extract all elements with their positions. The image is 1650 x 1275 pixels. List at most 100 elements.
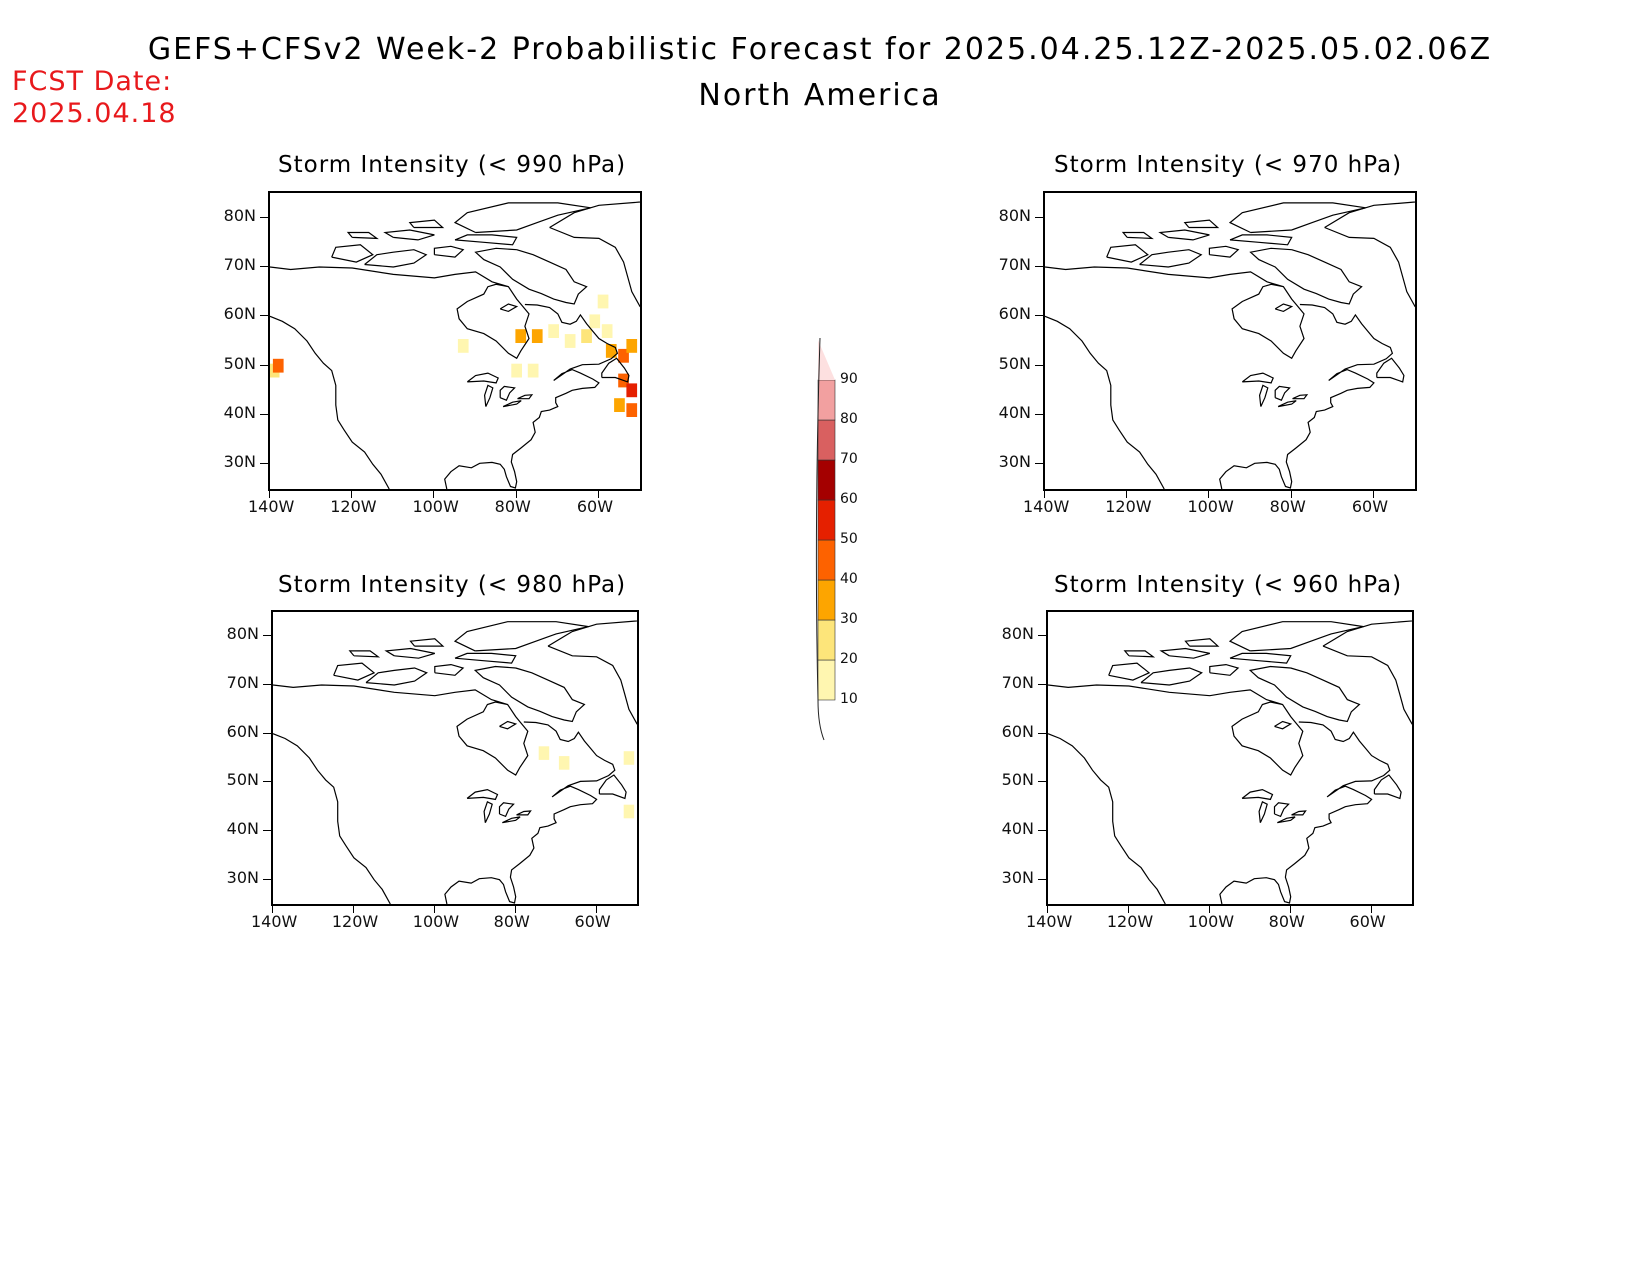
lon-tick-mark <box>595 906 597 913</box>
probability-cell <box>626 403 638 417</box>
lat-tick-label: 80N <box>998 205 1031 225</box>
coastline <box>1208 245 1240 258</box>
colorbar-label: 60 <box>840 491 858 507</box>
coastline <box>1219 303 1394 489</box>
colorbar-segment <box>817 459 836 501</box>
lon-tick-label: 120W <box>330 497 377 516</box>
coastline <box>1139 249 1203 268</box>
coastline <box>1277 816 1296 824</box>
lon-tick-mark <box>1127 906 1129 913</box>
probability-cell <box>527 363 539 378</box>
coastline <box>409 638 445 647</box>
coastline <box>1140 667 1203 686</box>
lon-tick-label: 80W <box>493 912 530 931</box>
coastline <box>549 201 640 308</box>
coastline <box>453 202 591 234</box>
coastline <box>331 244 374 263</box>
colorbar-segment <box>817 659 836 701</box>
lat-tick-label: 60N <box>998 304 1031 324</box>
colorbar-segment <box>817 379 836 421</box>
coastline <box>1258 800 1268 823</box>
coastline <box>454 234 518 246</box>
colorbar-segment <box>817 499 836 541</box>
probability-cell <box>272 358 284 373</box>
probability-cell <box>626 383 638 398</box>
coastline <box>1274 303 1294 313</box>
coastline <box>1241 788 1274 801</box>
lon-tick-label: 60W <box>574 912 611 931</box>
probability-cell <box>515 329 527 343</box>
coastline <box>502 400 522 408</box>
lat-tick-mark <box>263 878 271 880</box>
map-frame <box>1043 191 1417 491</box>
lon-tick-mark <box>272 906 273 913</box>
probability-cell <box>457 339 469 353</box>
lon-tick-label: 140W <box>251 912 298 931</box>
coastline <box>1158 229 1210 241</box>
map-frame <box>268 191 642 491</box>
map-frame <box>271 610 639 906</box>
lat-tick-mark <box>1035 414 1043 415</box>
probability-cell <box>564 334 576 348</box>
coastline <box>270 315 390 489</box>
lat-tick-mark <box>263 635 271 637</box>
probability-cell <box>597 294 609 309</box>
coastline <box>453 621 589 652</box>
lat-tick-mark <box>1035 463 1043 465</box>
coastline <box>1241 372 1274 384</box>
colorbar-graphic <box>815 337 836 741</box>
lat-tick-label: 60N <box>226 721 259 741</box>
coastline <box>517 394 534 400</box>
map-graphic <box>1045 201 1415 489</box>
lat-tick-label: 50N <box>226 770 259 790</box>
lat-tick-mark <box>260 266 268 267</box>
coastline <box>365 667 428 686</box>
colorbar-label: 70 <box>840 451 858 467</box>
colorbar-label: 10 <box>840 691 858 707</box>
coastline <box>1258 384 1269 407</box>
lon-tick-label: 120W <box>331 912 379 931</box>
lat-tick-mark <box>260 315 268 317</box>
lat-tick-label: 50N <box>223 353 256 373</box>
lon-tick-mark <box>597 491 599 498</box>
map-graphic <box>273 620 637 904</box>
coastline <box>273 684 529 776</box>
coastline <box>444 721 616 904</box>
lon-tick-mark <box>515 491 517 498</box>
colorbar-segment <box>817 419 836 461</box>
map-graphic <box>1048 620 1412 904</box>
lon-tick-label: 100W <box>412 912 460 931</box>
lon-tick-label: 100W <box>1187 912 1235 931</box>
probability-cell <box>531 329 543 343</box>
probability-cell <box>589 314 601 329</box>
coastline <box>1291 810 1307 816</box>
coastline <box>516 810 532 816</box>
colorbar-label: 50 <box>840 531 858 547</box>
lat-tick-mark <box>1035 364 1043 366</box>
probability-cell <box>618 348 629 363</box>
colorbar-label: 20 <box>840 651 858 667</box>
lon-tick-label: 100W <box>412 497 459 516</box>
lat-tick-label: 30N <box>998 452 1031 472</box>
probability-cell <box>623 804 635 819</box>
lon-tick-mark <box>351 491 353 498</box>
map-frame <box>1046 610 1414 906</box>
lon-tick-mark <box>1289 906 1291 913</box>
coastline <box>483 800 493 823</box>
coastline <box>408 219 445 229</box>
colorbar-segment <box>817 619 836 661</box>
lon-tick-mark <box>352 906 354 913</box>
coastline <box>466 372 499 384</box>
lat-tick-label: 40N <box>223 403 256 422</box>
panel-title: Storm Intensity (< 990 hPa) <box>278 152 627 178</box>
lat-tick-mark <box>1038 878 1046 880</box>
lon-tick-label: 80W <box>1268 912 1305 931</box>
lon-tick-mark <box>1208 491 1210 498</box>
coastline <box>1183 219 1220 229</box>
lat-tick-mark <box>1038 635 1046 637</box>
coastline <box>466 788 499 801</box>
lon-tick-mark <box>1372 491 1374 498</box>
lat-tick-mark <box>260 463 268 465</box>
lat-tick-label: 70N <box>226 673 259 692</box>
coastline <box>1322 620 1412 725</box>
